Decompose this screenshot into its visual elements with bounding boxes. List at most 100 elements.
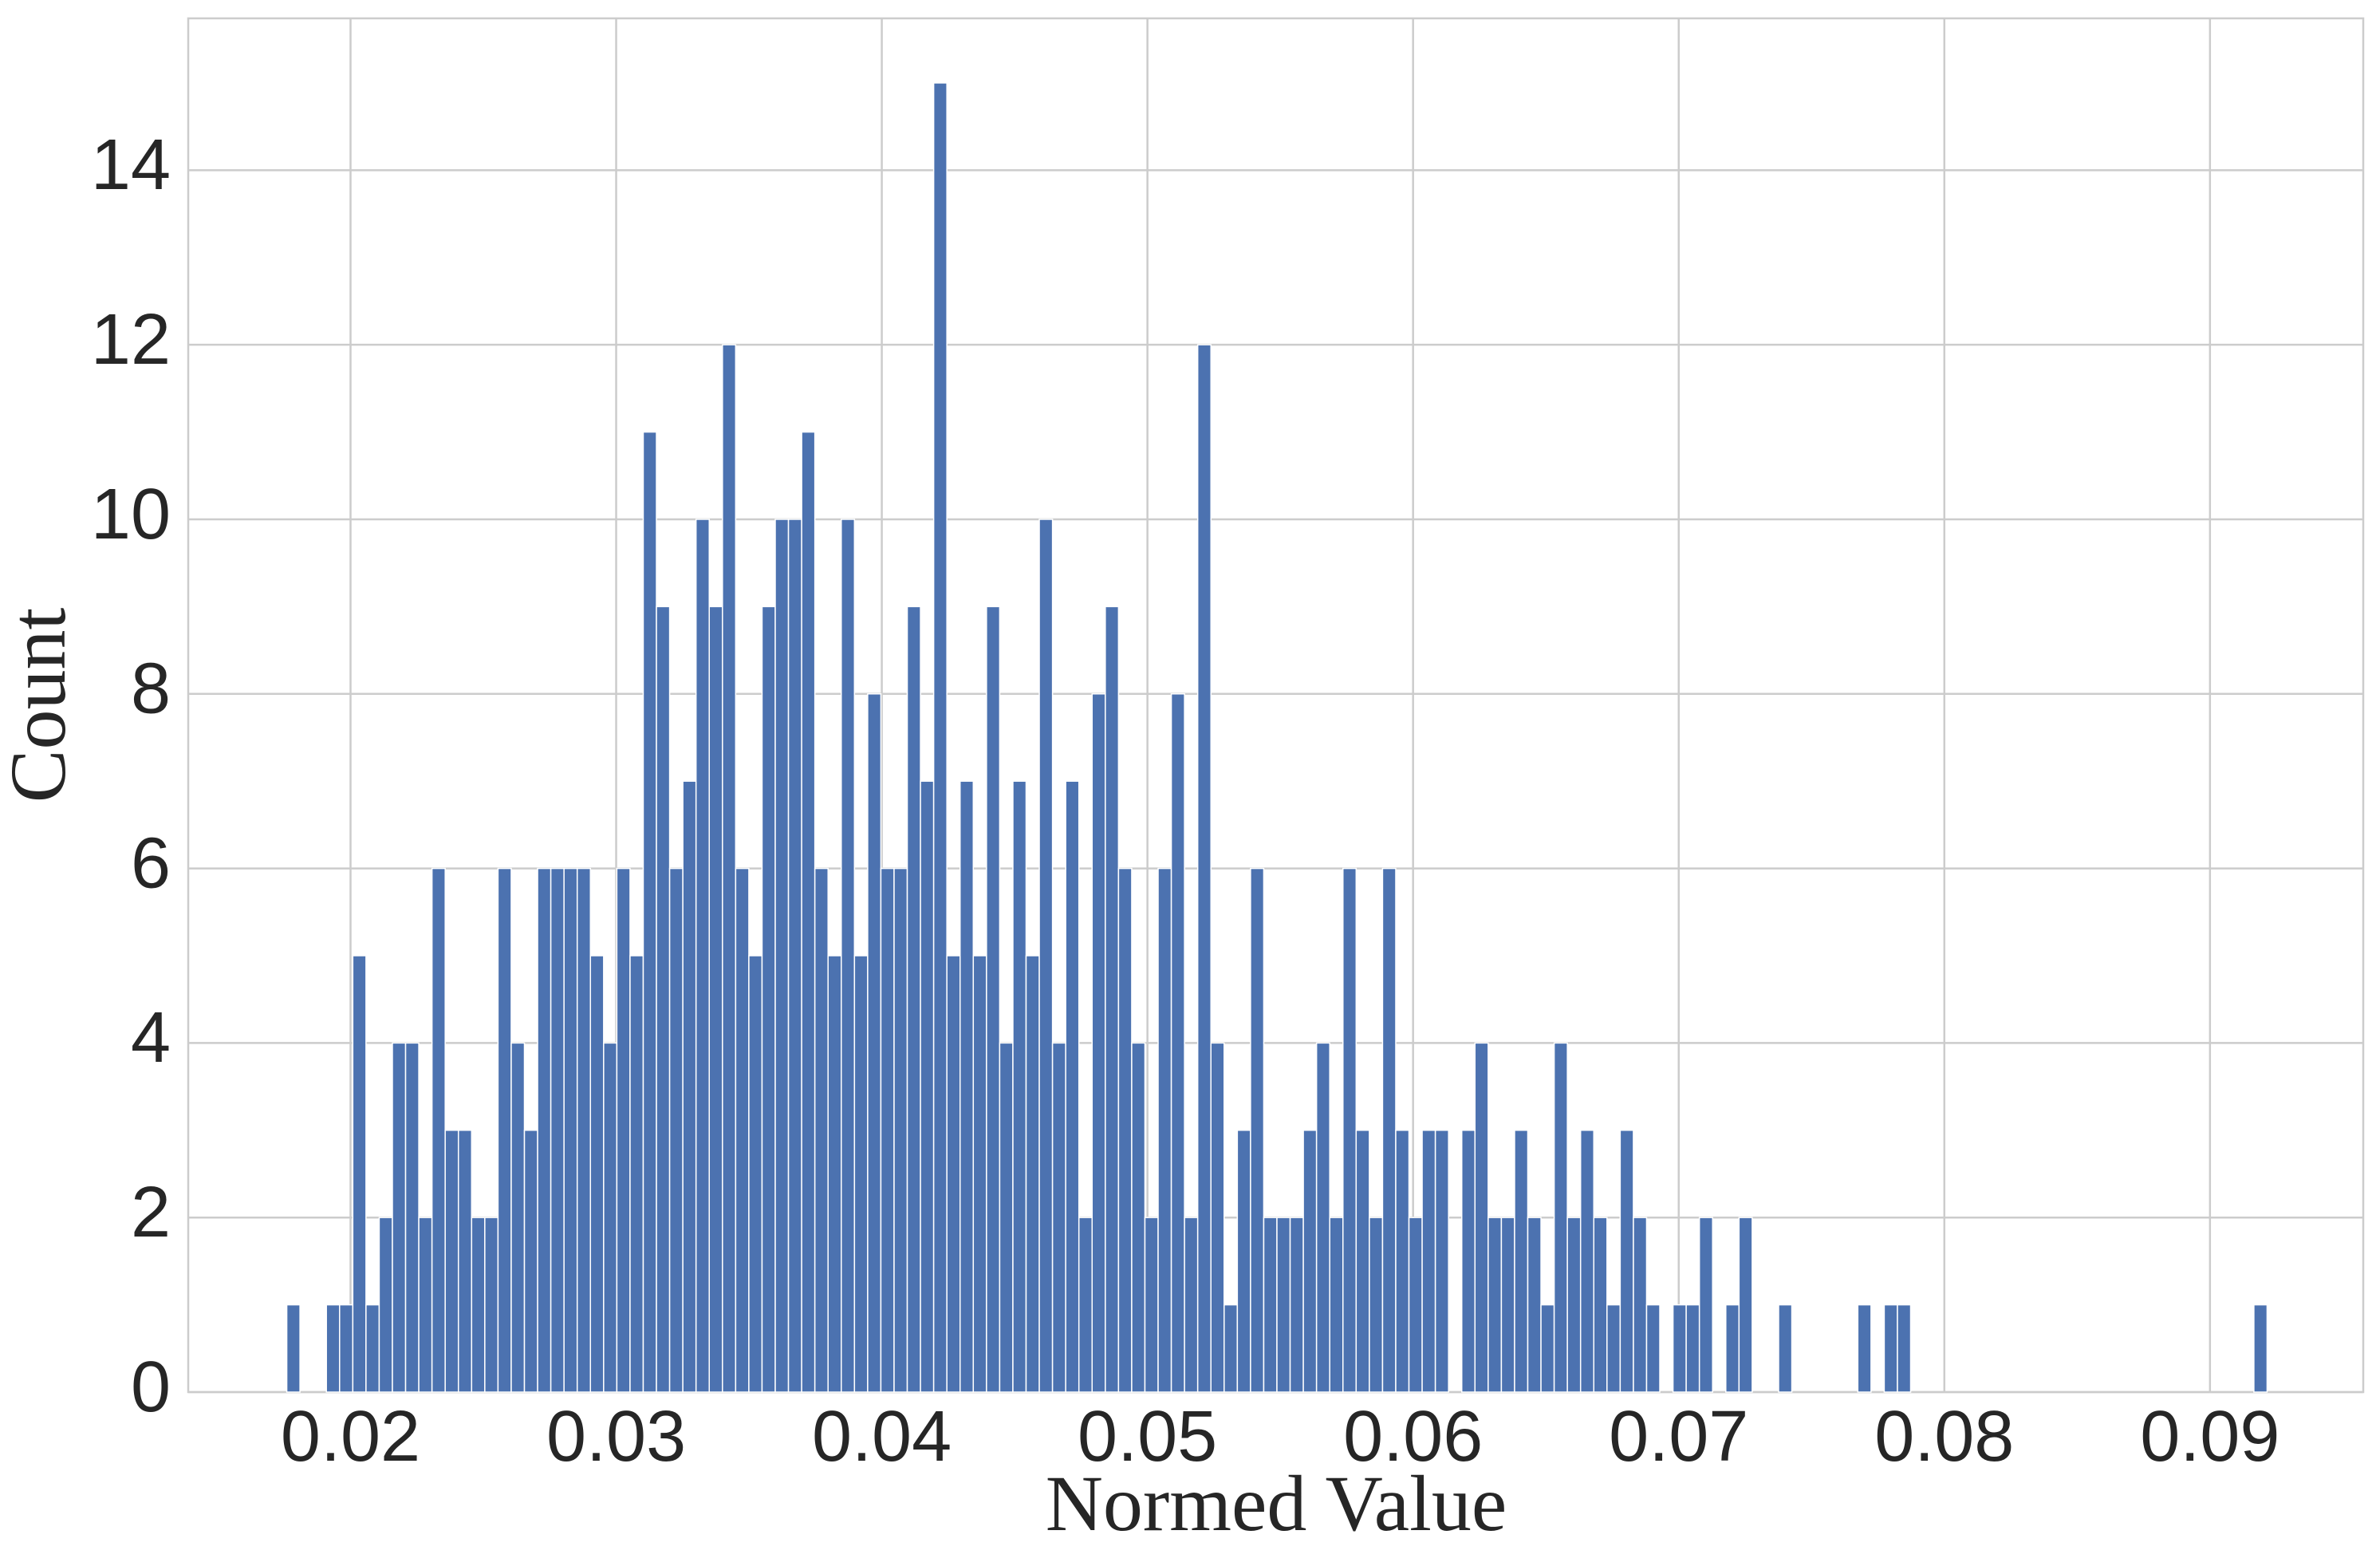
bar (378, 1217, 393, 1393)
bar (1619, 1130, 1634, 1393)
bar (1593, 1217, 1608, 1393)
x-tick-label: 0.07 (1609, 1397, 1748, 1477)
bar (1566, 1217, 1582, 1393)
bar (1369, 1217, 1384, 1393)
bar (404, 1042, 420, 1393)
bar (1184, 1217, 1199, 1393)
bar (1553, 1042, 1568, 1393)
bar (722, 344, 737, 1393)
bar (484, 1217, 499, 1393)
x-tick-label: 0.09 (2140, 1397, 2280, 1477)
bar (1315, 1042, 1330, 1393)
bar (1051, 1042, 1066, 1393)
bar (986, 605, 1001, 1393)
bar (339, 1304, 354, 1393)
x-axis-label: Normed Value (1046, 1459, 1507, 1548)
bar (1236, 1130, 1251, 1393)
bar (1170, 693, 1185, 1393)
bar (841, 519, 856, 1393)
bar (1474, 1042, 1489, 1393)
bar (1738, 1217, 1753, 1393)
bar (867, 693, 882, 1393)
bar (893, 867, 908, 1393)
y-tick-label: 4 (131, 998, 171, 1078)
bar (1408, 1217, 1423, 1393)
bar (444, 1130, 459, 1393)
bar (1778, 1304, 1793, 1393)
bar (959, 780, 975, 1393)
x-tick-label: 0.02 (281, 1397, 420, 1477)
bar (642, 431, 657, 1393)
bar (814, 867, 829, 1393)
bar (668, 867, 684, 1393)
bar (325, 1304, 341, 1393)
bar (1685, 1304, 1700, 1393)
bar (1157, 867, 1172, 1393)
bar (1883, 1304, 1898, 1393)
bar (1065, 780, 1080, 1393)
bar (418, 1217, 433, 1393)
bar (1038, 519, 1054, 1393)
bar (603, 1042, 618, 1393)
bar (286, 1304, 301, 1393)
bar (1540, 1304, 1555, 1393)
bar (1276, 1217, 1291, 1393)
y-tick-label: 2 (131, 1173, 171, 1252)
y-tick-label: 12 (91, 300, 171, 380)
bar (352, 955, 367, 1393)
bar (629, 955, 644, 1393)
bar (1025, 955, 1040, 1393)
bar (1381, 867, 1397, 1393)
x-tick-label: 0.05 (1078, 1397, 1217, 1477)
bar (1897, 1304, 1912, 1393)
bar (1302, 1130, 1318, 1393)
bar (1606, 1304, 1621, 1393)
bar (576, 867, 592, 1393)
bar (537, 867, 552, 1393)
bar (457, 1130, 473, 1393)
x-tick-label: 0.03 (546, 1397, 686, 1477)
bar (1329, 1217, 1344, 1393)
bar (1527, 1217, 1542, 1393)
bar (497, 867, 512, 1393)
bar (932, 82, 948, 1393)
bar (656, 605, 671, 1393)
x-tick-label: 0.06 (1343, 1397, 1483, 1477)
bar (853, 955, 869, 1393)
bar (1857, 1304, 1872, 1393)
bar (1342, 867, 1357, 1393)
bar (589, 955, 605, 1393)
bar (2253, 1304, 2268, 1393)
y-tick-label: 6 (131, 823, 171, 903)
bar (1289, 1217, 1304, 1393)
bar (1091, 693, 1106, 1393)
bar (1514, 1130, 1529, 1393)
bar (1131, 1042, 1146, 1393)
bar (1579, 1130, 1595, 1393)
bar (787, 519, 802, 1393)
bar (1144, 1217, 1159, 1393)
bar (999, 1042, 1014, 1393)
bar (1355, 1130, 1370, 1393)
bar (1500, 1217, 1515, 1393)
bar (1105, 605, 1120, 1393)
bar (523, 1130, 538, 1393)
bar (1250, 867, 1265, 1393)
bar (365, 1304, 380, 1393)
bar (827, 955, 842, 1393)
y-axis-label: Count (0, 608, 82, 803)
bar (550, 867, 565, 1393)
bar (471, 1217, 486, 1393)
bar (1698, 1217, 1713, 1393)
bar (1395, 1130, 1410, 1393)
bar (510, 1042, 526, 1393)
y-tick-label: 10 (91, 475, 171, 554)
x-tick-label: 0.04 (812, 1397, 952, 1477)
x-tick-label: 0.08 (1874, 1397, 2014, 1477)
bar (1725, 1304, 1740, 1393)
bar (1210, 1042, 1225, 1393)
bar (920, 780, 935, 1393)
bar (431, 867, 446, 1393)
